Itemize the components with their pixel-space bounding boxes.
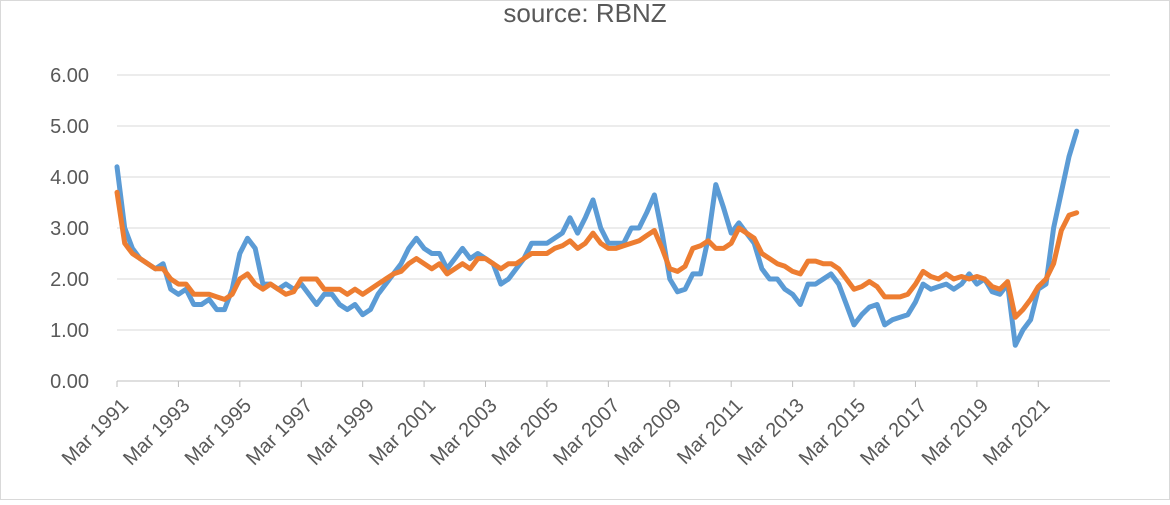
y-tick-label: 2.00	[50, 269, 89, 291]
series-line-2	[114, 189, 1080, 320]
y-axis: 0.00 1.00 2.00 3.00 4.00 5.00 6.00	[50, 65, 89, 393]
gridlines	[117, 74, 1110, 331]
y-tick-label: 3.00	[50, 218, 89, 240]
y-tick-label: 5.00	[50, 116, 89, 138]
y-tick-label: 6.00	[50, 65, 89, 87]
chart-title: source: RBNZ	[503, 0, 666, 28]
y-tick-label: 4.00	[50, 167, 89, 189]
series-lines	[114, 128, 1080, 348]
y-tick-label: 0.00	[50, 371, 89, 393]
y-tick-label: 1.00	[50, 320, 89, 342]
